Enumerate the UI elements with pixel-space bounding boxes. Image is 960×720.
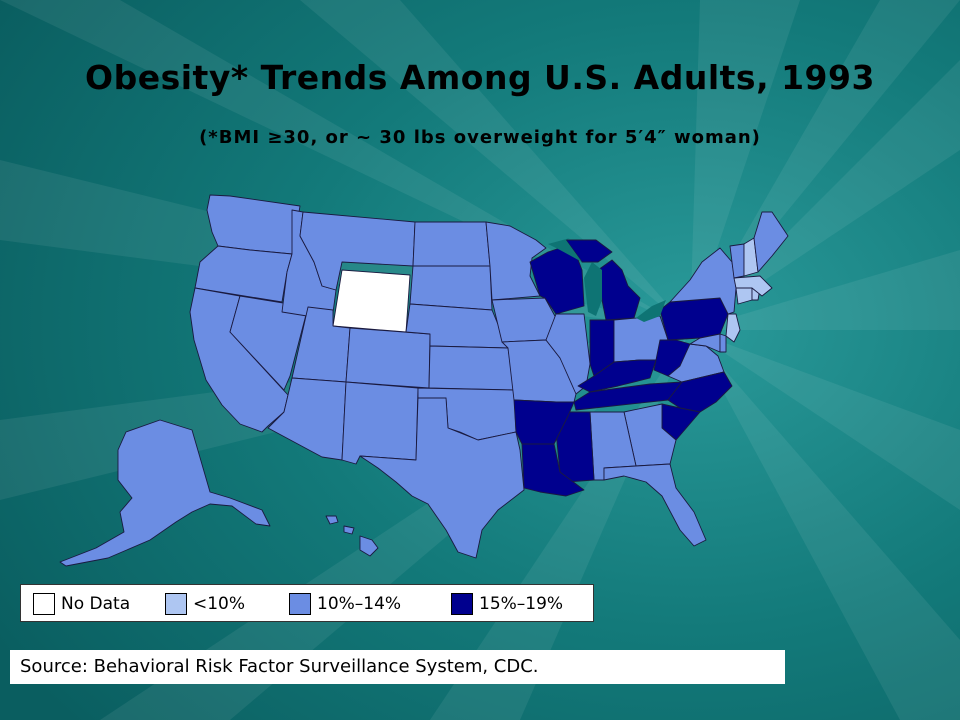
legend-label-lt10: <10% xyxy=(193,594,246,614)
state-IA xyxy=(491,297,557,343)
legend-label-no-data: No Data xyxy=(61,594,131,614)
legend-item-no-data: No Data xyxy=(33,591,130,617)
state-LA xyxy=(521,443,585,497)
map-legend: No Data <10% 10%–14% 15%–19% xyxy=(20,584,594,622)
slide-subtitle: (*BMI ≥30, or ~ 30 lbs overweight for 5′… xyxy=(199,127,761,148)
state-WA xyxy=(206,194,301,255)
state-ME xyxy=(753,211,789,273)
state-TX xyxy=(359,397,525,559)
state-ND xyxy=(412,221,491,267)
state-FL xyxy=(603,463,707,547)
state-HI-islands xyxy=(343,525,355,535)
state-PA xyxy=(659,297,729,341)
state-IL xyxy=(545,313,591,395)
state-CT xyxy=(735,287,753,305)
state-KS xyxy=(428,345,515,391)
legend-swatch-no-data xyxy=(33,593,55,615)
state-AR xyxy=(513,399,575,445)
state-MI xyxy=(597,259,641,321)
great-lake-michigan xyxy=(584,262,602,316)
state-AK xyxy=(59,419,271,567)
legend-item-15-19: 15%–19% xyxy=(451,591,563,617)
legend-label-15-19: 15%–19% xyxy=(479,594,564,614)
legend-label-10-14: 10%–14% xyxy=(317,594,402,614)
legend-item-10-14: 10%–14% xyxy=(289,591,401,617)
slide-title: Obesity* Trends Among U.S. Adults, 1993 xyxy=(85,58,875,97)
state-WI xyxy=(529,243,585,315)
state-MA xyxy=(733,275,773,297)
state-CO xyxy=(345,327,431,389)
state-OR xyxy=(194,245,293,303)
great-lake-erie xyxy=(636,300,666,322)
state-SD xyxy=(409,265,493,311)
legend-swatch-lt10 xyxy=(165,593,187,615)
state-DE xyxy=(719,333,727,353)
legend-swatch-10-14 xyxy=(289,593,311,615)
state-MS xyxy=(553,411,595,483)
state-HI xyxy=(359,535,379,557)
legend-item-lt10: <10% xyxy=(165,591,245,617)
source-citation: Source: Behavioral Risk Factor Surveilla… xyxy=(10,650,785,684)
state-HI-islands xyxy=(325,515,339,525)
great-lake-superior xyxy=(548,238,582,262)
state-MN xyxy=(485,221,547,301)
state-NJ xyxy=(725,313,741,343)
legend-swatch-15-19 xyxy=(451,593,473,615)
state-NM xyxy=(341,381,419,465)
state-WY xyxy=(332,269,411,333)
